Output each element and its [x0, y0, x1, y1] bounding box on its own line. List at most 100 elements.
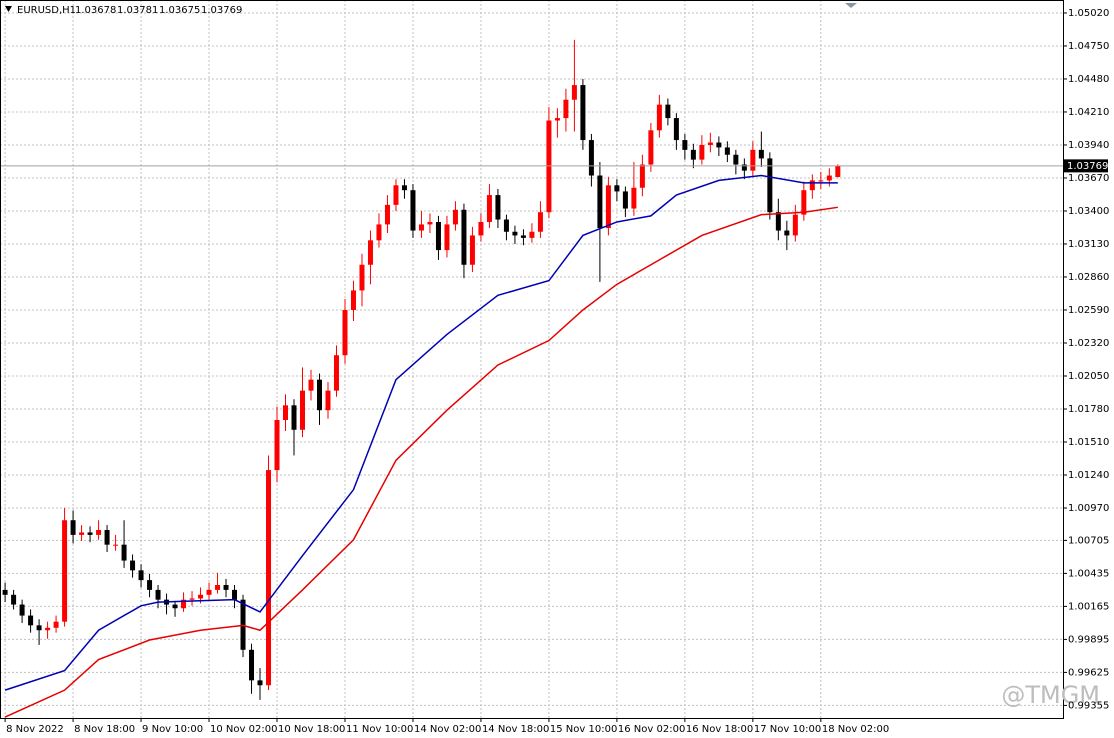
candle-body: [452, 209, 458, 225]
x-tick-label: 14 Nov 18:00: [482, 724, 549, 735]
candle-body: [181, 599, 187, 609]
candle-body: [631, 187, 637, 209]
candle-body: [826, 175, 832, 181]
candle-body: [767, 158, 773, 213]
candle-body: [622, 191, 628, 209]
x-tick-label: 9 Nov 10:00: [142, 724, 203, 735]
x-tick-label: 17 Nov 10:00: [754, 724, 821, 735]
candle-body: [571, 85, 577, 100]
candle-body: [690, 149, 696, 160]
candle-body: [588, 140, 594, 176]
candle-body: [724, 147, 730, 155]
candle-body: [648, 130, 654, 165]
candle-body: [70, 520, 76, 535]
y-tick-label: 1.00970: [1068, 503, 1109, 514]
candle-body: [350, 290, 356, 310]
candle-body: [2, 589, 8, 595]
candle-body: [410, 190, 416, 231]
y-tick-label: 1.03670: [1068, 173, 1109, 184]
candle-body: [121, 544, 127, 561]
candle-body: [427, 221, 433, 225]
candle-body: [96, 530, 102, 535]
y-tick-label: 0.99625: [1068, 667, 1109, 678]
candle-body: [36, 625, 42, 631]
candle-body: [189, 598, 195, 600]
candle-body: [249, 649, 255, 681]
symbol: EURUSD,H1: [17, 5, 76, 16]
y-tick-label: 1.01780: [1068, 404, 1109, 415]
y-tick-label: 1.04480: [1068, 74, 1109, 85]
x-tick-label: 8 Nov 18:00: [74, 724, 135, 735]
y-tick-label: 1.01510: [1068, 437, 1109, 448]
candle-body: [393, 185, 399, 205]
candle-body: [733, 154, 739, 165]
candle-body: [266, 470, 272, 686]
candle-body: [291, 405, 297, 430]
candle-body: [274, 419, 280, 471]
candle-body: [435, 221, 441, 251]
candle-body: [792, 214, 798, 236]
x-tick-label: 16 Nov 18:00: [686, 724, 753, 735]
candle-body: [512, 231, 518, 236]
candle-body: [605, 185, 611, 229]
y-tick-label: 1.02860: [1068, 272, 1109, 283]
candle-body: [172, 604, 178, 609]
candle-body: [741, 164, 747, 171]
candle-body: [198, 594, 204, 599]
y-tick-label: 1.04750: [1068, 41, 1109, 52]
candle-body: [682, 140, 688, 150]
candle-body: [223, 585, 229, 590]
candle-body: [699, 144, 705, 160]
y-tick-label: 1.03940: [1068, 140, 1109, 151]
candle-body: [359, 264, 365, 291]
plot: [0, 39, 1063, 718]
y-tick-label: 1.04210: [1068, 107, 1109, 118]
plot-border: [0, 0, 1064, 719]
x-tick-label: 14 Nov 02:00: [414, 724, 481, 735]
candle-body: [11, 594, 17, 605]
candle-body: [342, 309, 348, 356]
candle-body: [503, 219, 509, 232]
candle-body: [418, 224, 424, 231]
x-tick-label: 11 Nov 10:00: [346, 724, 413, 735]
candle-body: [325, 390, 331, 411]
x-tick-label: 18 Nov 02:00: [822, 724, 889, 735]
moving-average: [4, 206, 838, 718]
candle-body: [155, 589, 161, 600]
price-tag: [1063, 159, 1108, 173]
candle-body: [665, 104, 671, 119]
y-tick-label: 1.02320: [1068, 338, 1109, 349]
candle-body: [300, 390, 306, 430]
candle-body: [614, 185, 620, 192]
x-tick-label: 8 Nov 2022: [6, 724, 64, 735]
y-tick-label: 1.00165: [1068, 601, 1109, 612]
y-tick-label: 1.03130: [1068, 239, 1109, 250]
header-close: 1.03769: [201, 5, 242, 16]
candle-body: [113, 544, 119, 546]
candle-body: [28, 615, 34, 626]
y-tick-label: 1.00435: [1068, 568, 1109, 579]
candle-body: [308, 379, 314, 391]
candle-body: [104, 530, 110, 545]
y-tick-label: 0.99355: [1068, 700, 1109, 711]
y-tick-label: 0.99895: [1068, 634, 1109, 645]
candle-body: [444, 224, 450, 251]
candle-body: [486, 195, 492, 222]
candle-body: [376, 224, 382, 241]
candle-body: [147, 580, 153, 590]
candle-body: [801, 190, 807, 215]
candle-body: [784, 230, 790, 236]
candle-body: [716, 142, 722, 148]
candle-body: [639, 164, 645, 188]
y-tick-label: 1.00705: [1068, 535, 1109, 546]
candle-body: [835, 165, 841, 177]
candle-body: [401, 185, 407, 191]
y-tick-label: 1.02590: [1068, 305, 1109, 316]
candle-body: [554, 118, 560, 121]
candle-body: [461, 209, 467, 265]
candle-body: [597, 175, 603, 229]
candle-body: [818, 180, 824, 182]
candle-body: [529, 231, 535, 238]
